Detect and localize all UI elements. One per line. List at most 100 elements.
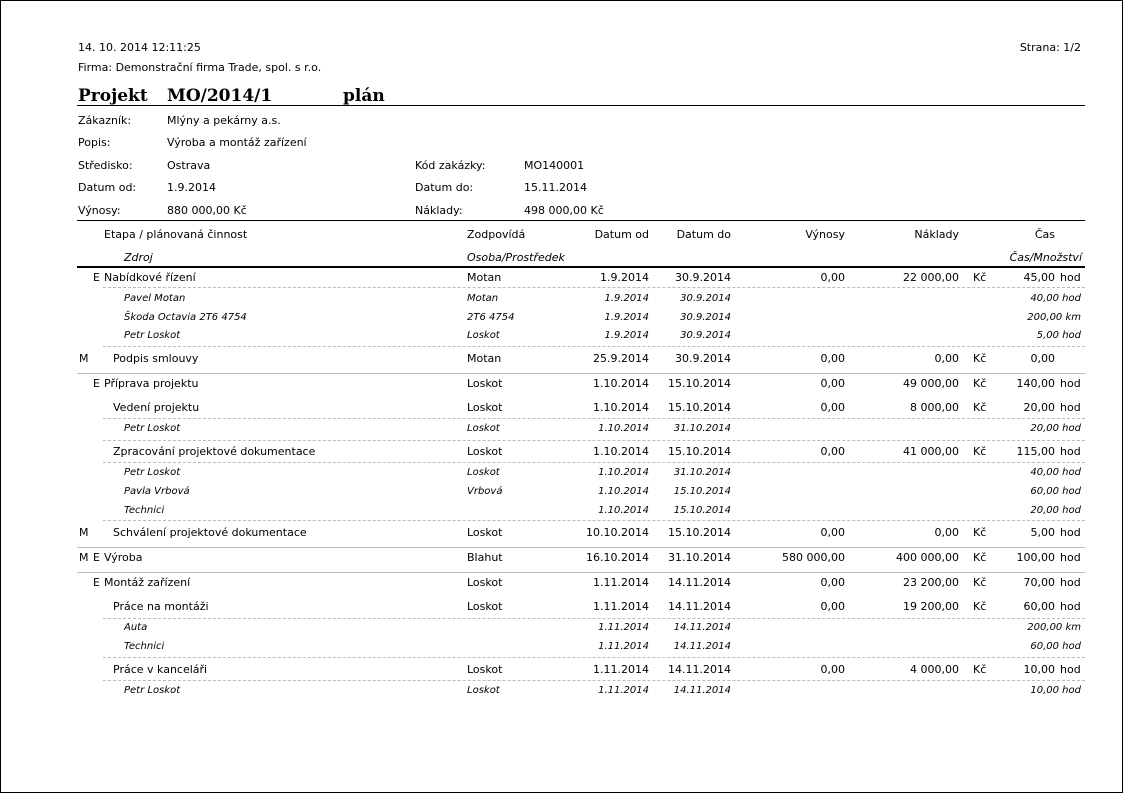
col-etapa: Etapa / plánovaná činnost <box>104 228 248 241</box>
col-vynosy: Výnosy <box>805 228 845 241</box>
time-unit: hod <box>1060 377 1081 390</box>
currency: Kč <box>973 445 987 458</box>
date-to: 15.10.2014 <box>668 445 731 458</box>
date-from: 1.10.2014 <box>598 486 649 497</box>
date-from: 1.9.2014 <box>604 293 649 304</box>
currency: Kč <box>973 600 987 613</box>
activity-name: Zpracování projektové dokumentace <box>113 445 316 458</box>
order-code-value: MO140001 <box>524 159 585 172</box>
row-dashed-separator <box>103 462 1085 463</box>
revenue: 0,00 <box>820 352 846 365</box>
revenue-label: Výnosy: <box>78 204 121 217</box>
time-unit: hod <box>1060 663 1081 676</box>
costs: 0,00 <box>934 526 960 539</box>
date-from: 1.10.2014 <box>593 401 649 414</box>
print-datetime: 14. 10. 2014 12:11:25 <box>78 41 201 54</box>
time: 115,00 <box>1016 445 1056 458</box>
revenue: 0,00 <box>820 600 846 613</box>
page-number: Strana: 1/2 <box>1019 41 1081 54</box>
milestone-flag: M <box>79 551 89 564</box>
resource-person: Loskot <box>467 467 500 478</box>
description-value: Výroba a montáž zařízení <box>167 136 307 149</box>
row-dashed-separator <box>103 418 1085 419</box>
time: 60,00 <box>1023 600 1056 613</box>
customer-label: Zákazník: <box>78 114 132 127</box>
resource-person: Loskot <box>467 423 500 434</box>
time: 100,00 <box>1016 551 1056 564</box>
revenue: 0,00 <box>820 576 846 589</box>
currency: Kč <box>973 271 987 284</box>
row-dashed-separator <box>103 618 1085 619</box>
time: 140,00 <box>1016 377 1056 390</box>
date-from: 1.11.2014 <box>593 663 649 676</box>
resource-name: Petr Loskot <box>124 330 181 341</box>
col-cas: Čas <box>1034 228 1055 241</box>
currency: Kč <box>973 576 987 589</box>
revenue-value: 880 000,00 Kč <box>167 204 247 217</box>
costs: 400 000,00 <box>896 551 959 564</box>
date-to: 14.11.2014 <box>673 641 731 652</box>
resource-name: Pavel Motan <box>124 293 186 304</box>
date-to: 15.10.2014 <box>668 401 731 414</box>
stage-flag: E <box>93 551 100 564</box>
date-from: 1.10.2014 <box>598 423 649 434</box>
revenue: 0,00 <box>820 271 846 284</box>
center-label: Středisko: <box>78 159 133 172</box>
revenue: 0,00 <box>820 526 846 539</box>
revenue: 0,00 <box>820 445 846 458</box>
stage-flag: E <box>93 576 100 589</box>
time: 20,00 <box>1023 401 1056 414</box>
responsible: Loskot <box>467 445 503 458</box>
date-from: 1.10.2014 <box>593 377 649 390</box>
row-separator <box>77 572 1085 573</box>
resource-name: Petr Loskot <box>124 423 181 434</box>
date-from-value: 1.9.2014 <box>167 181 216 194</box>
costs: 8 000,00 <box>910 401 959 414</box>
quantity: 60,00 hod <box>1030 486 1081 497</box>
time-unit: hod <box>1060 445 1081 458</box>
activity-name: Schválení projektové dokumentace <box>113 526 307 539</box>
date-from: 1.10.2014 <box>593 445 649 458</box>
row-dashed-separator <box>103 346 1085 347</box>
date-from: 1.9.2014 <box>604 330 649 341</box>
activity-name: Montáž zařízení <box>104 576 191 589</box>
currency: Kč <box>973 663 987 676</box>
responsible: Loskot <box>467 377 503 390</box>
title-rule <box>77 105 1085 106</box>
costs: 19 200,00 <box>903 600 959 613</box>
quantity: 200,00 km <box>1027 312 1081 323</box>
costs: 49 000,00 <box>903 377 959 390</box>
responsible: Blahut <box>467 551 503 564</box>
time-unit: hod <box>1060 600 1081 613</box>
responsible: Loskot <box>467 401 503 414</box>
customer-value: Mlýny a pekárny a.s. <box>167 114 281 127</box>
revenue: 0,00 <box>820 401 846 414</box>
date-to: 15.10.2014 <box>673 505 731 516</box>
date-to: 14.11.2014 <box>668 576 731 589</box>
time: 45,00 <box>1023 271 1056 284</box>
costs: 41 000,00 <box>903 445 959 458</box>
milestone-flag: M <box>79 352 89 365</box>
date-to: 31.10.2014 <box>673 423 731 434</box>
date-to: 30.9.2014 <box>680 330 731 341</box>
col-zdroj: Zdroj <box>124 251 153 264</box>
quantity: 20,00 hod <box>1030 423 1081 434</box>
description-label: Popis: <box>78 136 111 149</box>
date-to: 14.11.2014 <box>668 663 731 676</box>
time: 10,00 <box>1023 663 1056 676</box>
date-from: 1.11.2014 <box>598 622 649 633</box>
quantity: 5,00 hod <box>1036 330 1081 341</box>
quantity: 10,00 hod <box>1030 685 1081 696</box>
date-from: 25.9.2014 <box>593 352 649 365</box>
responsible: Loskot <box>467 663 503 676</box>
costs: 4 000,00 <box>910 663 959 676</box>
date-to: 15.10.2014 <box>668 377 731 390</box>
time: 70,00 <box>1023 576 1056 589</box>
project-variant: plán <box>343 86 385 106</box>
info-rule <box>77 220 1085 221</box>
row-separator <box>77 547 1085 548</box>
date-from: 1.9.2014 <box>604 312 649 323</box>
time-unit: hod <box>1060 271 1081 284</box>
col-osoba: Osoba/Prostředek <box>467 251 565 264</box>
date-from-label: Datum od: <box>78 181 137 194</box>
